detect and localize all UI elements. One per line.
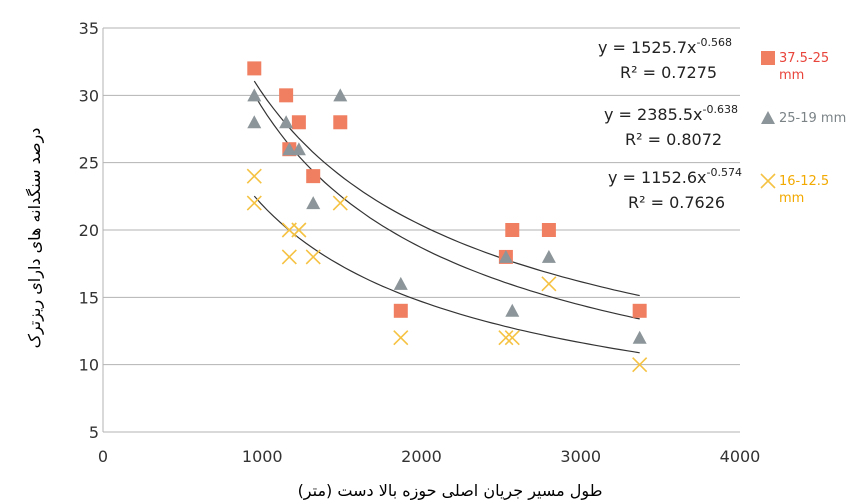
legend-marker [760,173,776,189]
data-point [332,195,348,211]
x-tick-label: 3000 [560,447,601,466]
data-point [632,303,647,318]
data-point [504,330,520,346]
x-tick-label: 1000 [242,447,283,466]
data-point [393,303,408,318]
data-point [306,169,321,184]
data-point [247,61,262,76]
equation-exponent: -0.574 [707,166,742,179]
fit-equation: y = 1525.7x-0.568 [598,36,732,57]
y-tick-label: 35 [79,19,99,38]
equation-exponent: -0.568 [697,36,732,49]
x-axis-title: طول مسیر جریان اصلی حوزه بالا دست (متر) [298,481,603,501]
x-tick-label: 4000 [720,447,761,466]
legend-marker [761,51,775,65]
data-point [279,88,294,103]
data-point [246,168,262,184]
legend-label: 16-12.5 [779,174,829,189]
data-point [498,330,514,346]
y-tick-label: 5 [89,423,99,442]
y-tick-label: 25 [79,154,99,173]
equation-base: y = 1152.6x [608,168,707,187]
gridlines [103,27,740,433]
data-point [281,249,297,265]
legend: 37.5-25 mm 25-19 mm 16-12.5 mm [760,51,846,206]
data-point [247,115,262,129]
r-squared-label: R² = 0.7626 [628,193,725,212]
legend-label-unit: mm [779,68,804,83]
equation-base: y = 2385.5x [604,105,703,124]
equation-exponent: -0.638 [703,103,738,116]
data-point [246,195,262,211]
data-point [632,357,648,373]
fit-equation: y = 1152.6x-0.574 [608,166,742,187]
data-point [305,249,321,265]
fit-equation: y = 2385.5x-0.638 [604,103,738,124]
legend-label: 37.5-25 [779,51,829,66]
data-point [306,196,321,210]
data-point [333,115,348,130]
data-point [333,88,348,102]
legend-label: 25-19 mm [779,111,846,126]
data-point [291,222,307,238]
trendlines [253,80,640,354]
data-point [505,223,520,237]
x-tick-label: 0 [98,447,108,466]
data-point [393,276,408,290]
legend-marker [761,111,775,124]
tick-labels: 5 10 15 20 25 30 35 0 1000 2000 3000 4000 [79,19,761,466]
data-point [541,223,556,237]
y-tick-label: 30 [79,86,99,105]
legend-label-unit: mm [779,191,804,206]
x-tick-label: 2000 [401,447,442,466]
y-tick-label: 10 [79,356,99,375]
data-points [246,61,648,373]
data-point [291,115,306,130]
equation-base: y = 1525.7x [598,38,697,57]
data-point [291,142,306,156]
r-squared-label: R² = 0.8072 [625,130,722,149]
y-axis-title: درصد سنگدانه های دارای ریزترک [25,128,45,349]
y-tick-label: 15 [79,288,99,307]
r-squared-label: R² = 0.7275 [620,63,717,82]
data-point [393,330,409,346]
data-point [282,142,297,156]
trendline [253,195,640,354]
data-point [541,276,557,292]
data-point [505,303,520,317]
data-point [247,88,262,102]
y-tick-label: 20 [79,221,99,240]
trendline [253,80,640,297]
data-point [632,330,647,344]
data-point [541,249,556,263]
data-point [279,115,294,129]
data-point [498,249,513,263]
axes [102,28,740,433]
